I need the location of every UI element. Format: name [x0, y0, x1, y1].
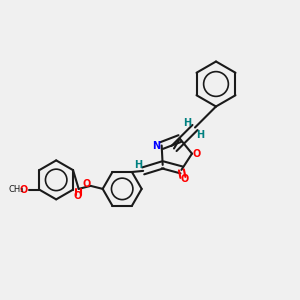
- Text: O: O: [180, 174, 188, 184]
- Text: CH₃: CH₃: [8, 185, 24, 194]
- Text: O: O: [19, 184, 28, 195]
- Text: O: O: [73, 191, 81, 201]
- Text: O: O: [192, 148, 201, 159]
- Text: H: H: [196, 130, 205, 140]
- Text: H: H: [183, 118, 192, 128]
- Text: O: O: [83, 179, 91, 189]
- Text: H: H: [134, 160, 142, 170]
- Text: N: N: [152, 140, 160, 151]
